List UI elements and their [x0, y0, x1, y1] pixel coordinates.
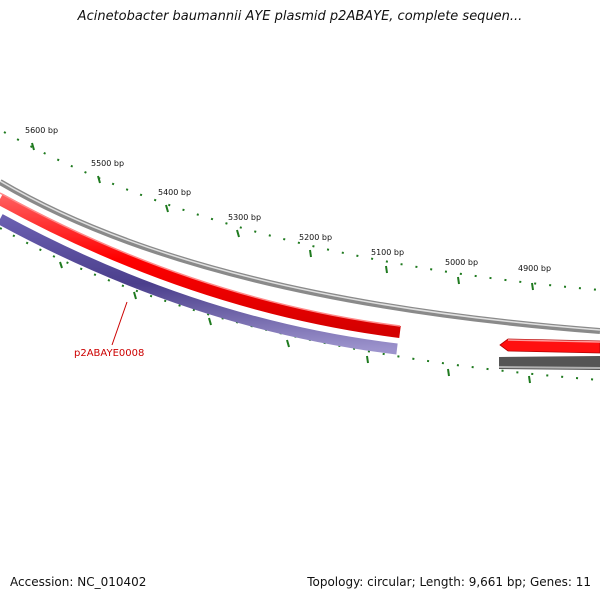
tick-label-5200: 5200 bp	[299, 233, 332, 242]
forward-feature-highlight	[0, 192, 401, 327]
topology-summary: Topology: circular; Length: 9,661 bp; Ge…	[307, 575, 591, 589]
gene-label-p2ABAYE0008: p2ABAYE0008	[74, 348, 144, 359]
map-title: Acinetobacter baumannii AYE plasmid p2AB…	[77, 9, 523, 24]
reverse-feature-bar	[0, 214, 398, 355]
tick-label-5300: 5300 bp	[228, 213, 261, 222]
tick-label-5500: 5500 bp	[91, 159, 124, 168]
backbone-track	[0, 179, 600, 334]
tick-label-4900: 4900 bp	[518, 264, 551, 273]
outer-major-ticks	[31, 142, 534, 291]
forward-feature-arrow-highlight	[507, 339, 600, 343]
tick-label-5600: 5600 bp	[25, 126, 58, 135]
tick-label-5100: 5100 bp	[371, 248, 404, 257]
tick-label-5000: 5000 bp	[445, 258, 478, 267]
orf-bar-highlight	[498, 366, 600, 369]
tick-label-5400: 5400 bp	[158, 188, 191, 197]
backbone-track-highlight	[0, 180, 600, 331]
forward-feature-arrow	[499, 338, 600, 354]
accession-text: Accession: NC_010402	[10, 575, 147, 589]
inner-major-ticks	[59, 261, 531, 384]
gene-label-leader	[111, 301, 128, 346]
forward-feature-bar	[0, 193, 401, 338]
